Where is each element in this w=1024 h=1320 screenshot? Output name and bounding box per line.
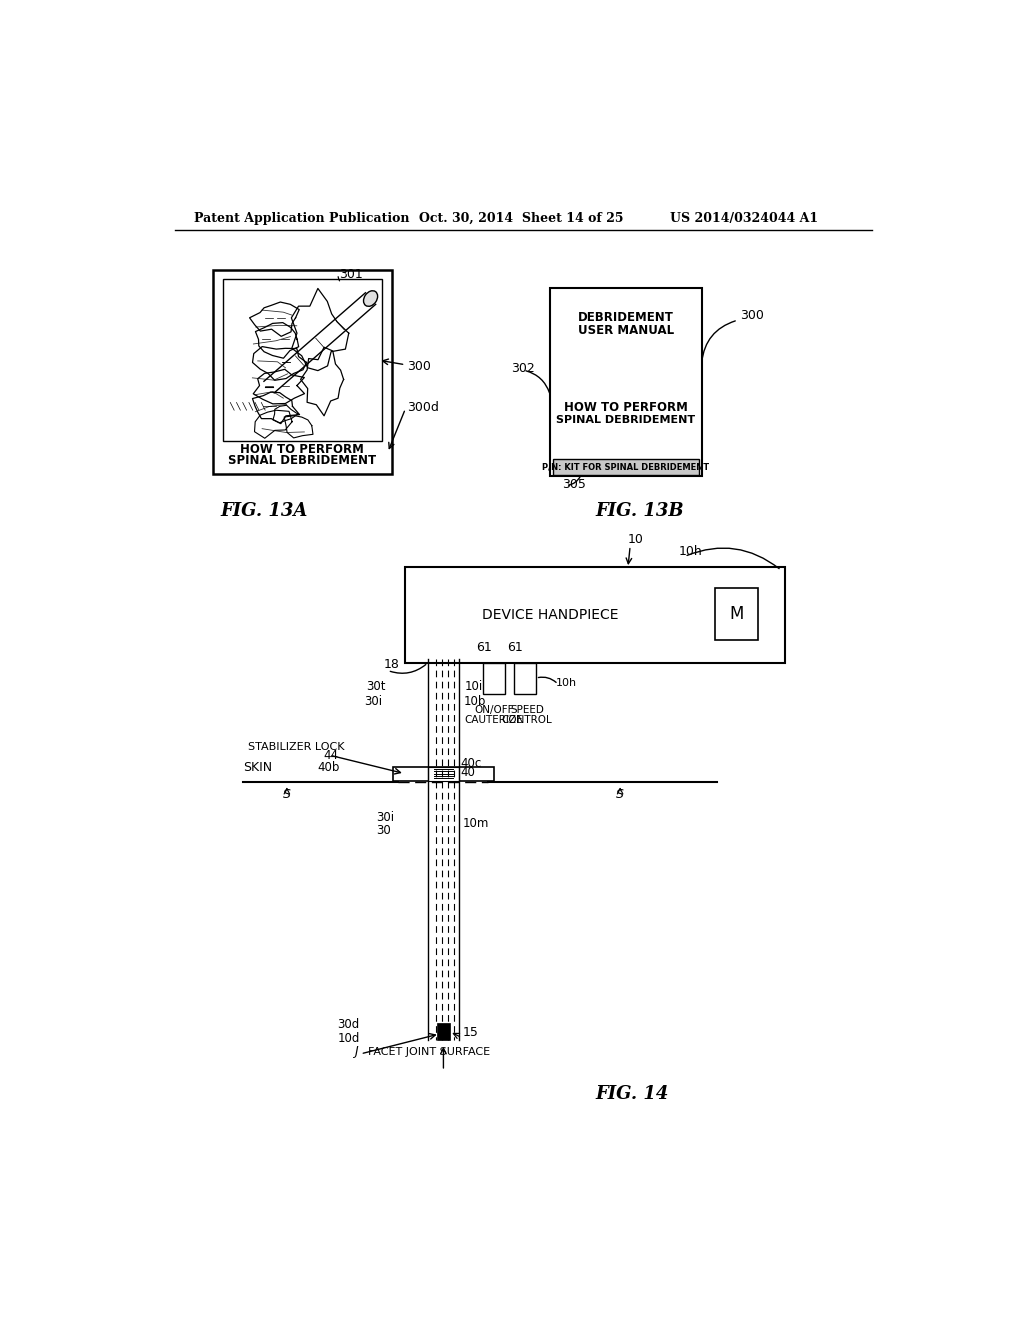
Bar [406,566,785,663]
Text: 10h: 10h [678,545,702,558]
Text: ON/OFF: ON/OFF [474,705,514,715]
Text: CONTROL: CONTROL [502,715,553,725]
Text: 300d: 300d [407,401,439,414]
Text: 44: 44 [324,748,338,762]
Text: Oct. 30, 2014  Sheet 14 of 25: Oct. 30, 2014 Sheet 14 of 25 [419,213,624,224]
Bar [514,663,536,693]
Text: USER MANUAL: USER MANUAL [578,323,674,337]
Text: 301: 301 [339,268,362,281]
Text: M: M [729,606,744,623]
Text: FACET JOINT SURFACE: FACET JOINT SURFACE [369,1048,490,1057]
Bar [393,767,494,780]
Text: S: S [283,788,291,800]
Text: CAUTERIZE: CAUTERIZE [465,715,523,725]
Text: SPINAL DEBRIDEMENT: SPINAL DEBRIDEMENT [556,416,695,425]
Text: DEBRIDEMENT: DEBRIDEMENT [578,310,674,323]
Text: SPINAL DEBRIDEMENT: SPINAL DEBRIDEMENT [228,454,377,467]
Text: 18: 18 [384,659,399,671]
Bar [437,1023,450,1040]
Text: 40c: 40c [461,756,481,770]
Text: 10d: 10d [337,1032,359,1044]
Bar [716,589,758,640]
Text: 30: 30 [376,825,391,837]
Bar [428,767,459,780]
Text: HOW TO PERFORM: HOW TO PERFORM [241,444,365,455]
Text: 15: 15 [463,1026,478,1039]
Text: HOW TO PERFORM: HOW TO PERFORM [564,400,688,413]
Text: SKIN: SKIN [243,760,271,774]
Text: US 2014/0324044 A1: US 2014/0324044 A1 [671,213,818,224]
Text: 40: 40 [461,766,475,779]
Bar [550,288,701,477]
Text: 10h: 10h [556,678,577,688]
Text: STABILIZER LOCK: STABILIZER LOCK [248,742,345,752]
Text: P/N: KIT FOR SPINAL DEBRIDEMENT: P/N: KIT FOR SPINAL DEBRIDEMENT [543,463,710,471]
Bar [483,663,505,693]
Text: 10m: 10m [463,817,489,830]
Text: 30t: 30t [366,680,385,693]
Text: 30i: 30i [376,810,394,824]
Ellipse shape [364,290,378,306]
Text: 61: 61 [507,642,522,655]
Text: FIG. 14: FIG. 14 [595,1085,669,1104]
Text: J: J [354,1045,358,1059]
Text: 30i: 30i [365,696,383,708]
Text: Patent Application Publication: Patent Application Publication [194,213,410,224]
Text: SPEED: SPEED [510,705,544,715]
Bar [213,271,391,474]
Text: 10: 10 [628,533,644,546]
Bar [222,280,382,441]
Text: 300: 300 [407,360,431,374]
Text: 30d: 30d [337,1019,359,1031]
Text: 305: 305 [562,478,586,491]
Text: S: S [616,788,624,800]
Text: 61: 61 [476,642,492,655]
Text: FIG. 13A: FIG. 13A [220,502,307,520]
Text: 10i: 10i [465,680,483,693]
Bar [553,459,699,475]
Text: 10b: 10b [464,696,486,708]
Text: FIG. 13B: FIG. 13B [595,502,684,520]
Text: 300: 300 [740,309,764,322]
Text: 302: 302 [511,363,535,375]
Text: 40b: 40b [317,760,340,774]
Text: DEVICE HANDPIECE: DEVICE HANDPIECE [481,607,618,622]
